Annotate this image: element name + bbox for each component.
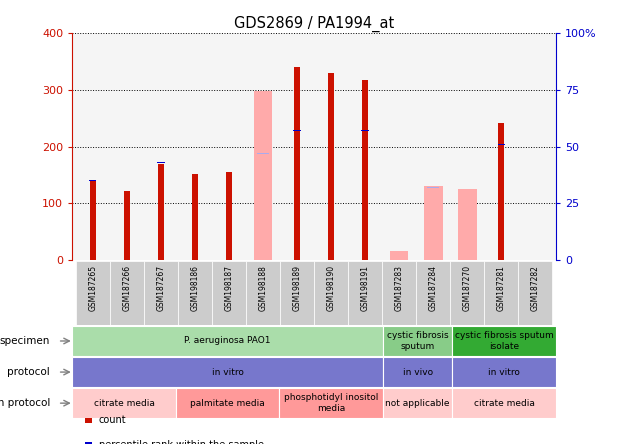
Text: GSM187265: GSM187265	[88, 265, 97, 311]
Bar	[328, 73, 334, 260]
Bar	[518, 261, 553, 325]
Bar	[424, 186, 443, 260]
Text: GSM198191: GSM198191	[360, 265, 370, 311]
Bar	[314, 261, 348, 325]
Bar	[246, 261, 280, 325]
Text: GSM187267: GSM187267	[156, 265, 165, 311]
Text: count: count	[99, 416, 126, 425]
Bar	[72, 388, 176, 418]
Text: palmitate media: palmitate media	[190, 399, 265, 408]
Bar	[383, 357, 452, 387]
Bar	[452, 326, 556, 356]
Text: GSM187282: GSM187282	[531, 265, 540, 311]
Bar	[176, 388, 279, 418]
Text: GSM198190: GSM198190	[327, 265, 335, 311]
Bar	[124, 190, 130, 260]
Bar	[498, 123, 504, 260]
Bar	[158, 163, 164, 260]
Bar	[254, 91, 273, 260]
Bar	[110, 261, 144, 325]
Bar	[75, 261, 110, 325]
Text: GSM187270: GSM187270	[463, 265, 472, 311]
Bar	[72, 326, 383, 356]
Bar	[90, 181, 95, 260]
Text: P. aeruginosa PAO1: P. aeruginosa PAO1	[185, 337, 271, 345]
Bar	[178, 261, 212, 325]
Text: phosphotidyl inositol
media: phosphotidyl inositol media	[284, 393, 379, 413]
Text: protocol: protocol	[8, 367, 50, 377]
Text: GSM187283: GSM187283	[394, 265, 404, 311]
Text: in vitro: in vitro	[212, 368, 244, 377]
Bar	[257, 153, 269, 154]
Bar	[416, 261, 450, 325]
Bar	[327, 123, 335, 124]
Text: growth protocol: growth protocol	[0, 398, 50, 408]
Bar	[452, 357, 556, 387]
Text: GSM187281: GSM187281	[497, 265, 506, 311]
Text: specimen: specimen	[0, 336, 50, 346]
Bar	[225, 169, 232, 170]
Bar	[144, 261, 178, 325]
Text: GSM187284: GSM187284	[429, 265, 438, 311]
Text: in vitro: in vitro	[488, 368, 520, 377]
Text: cystic fibrosis
sputum: cystic fibrosis sputum	[387, 331, 448, 351]
Bar	[123, 182, 131, 183]
Bar	[393, 237, 405, 238]
Bar	[383, 326, 452, 356]
Bar	[279, 388, 383, 418]
Text: GSM198186: GSM198186	[190, 265, 199, 311]
Bar	[72, 357, 383, 387]
Text: citrate media: citrate media	[474, 399, 534, 408]
Text: GSM198187: GSM198187	[224, 265, 234, 311]
Bar	[226, 172, 232, 260]
Bar	[390, 251, 408, 260]
Text: GDS2869 / PA1994_at: GDS2869 / PA1994_at	[234, 16, 394, 32]
Bar	[362, 80, 368, 260]
Bar	[382, 261, 416, 325]
Text: cystic fibrosis sputum
isolate: cystic fibrosis sputum isolate	[455, 331, 553, 351]
Bar	[484, 261, 518, 325]
Bar	[348, 261, 382, 325]
Bar	[280, 261, 314, 325]
Text: GSM198188: GSM198188	[258, 265, 268, 311]
Bar	[192, 174, 198, 260]
Text: percentile rank within the sample: percentile rank within the sample	[99, 440, 264, 444]
Text: in vivo: in vivo	[403, 368, 433, 377]
Text: GSM187266: GSM187266	[122, 265, 131, 311]
Bar	[458, 189, 477, 260]
Text: GSM198189: GSM198189	[293, 265, 301, 311]
Text: not applicable: not applicable	[386, 399, 450, 408]
Bar	[452, 388, 556, 418]
Bar	[294, 67, 300, 260]
Bar	[383, 388, 452, 418]
Bar	[212, 261, 246, 325]
Text: citrate media: citrate media	[94, 399, 154, 408]
Bar	[450, 261, 484, 325]
Bar	[157, 162, 165, 163]
Bar	[89, 180, 97, 181]
